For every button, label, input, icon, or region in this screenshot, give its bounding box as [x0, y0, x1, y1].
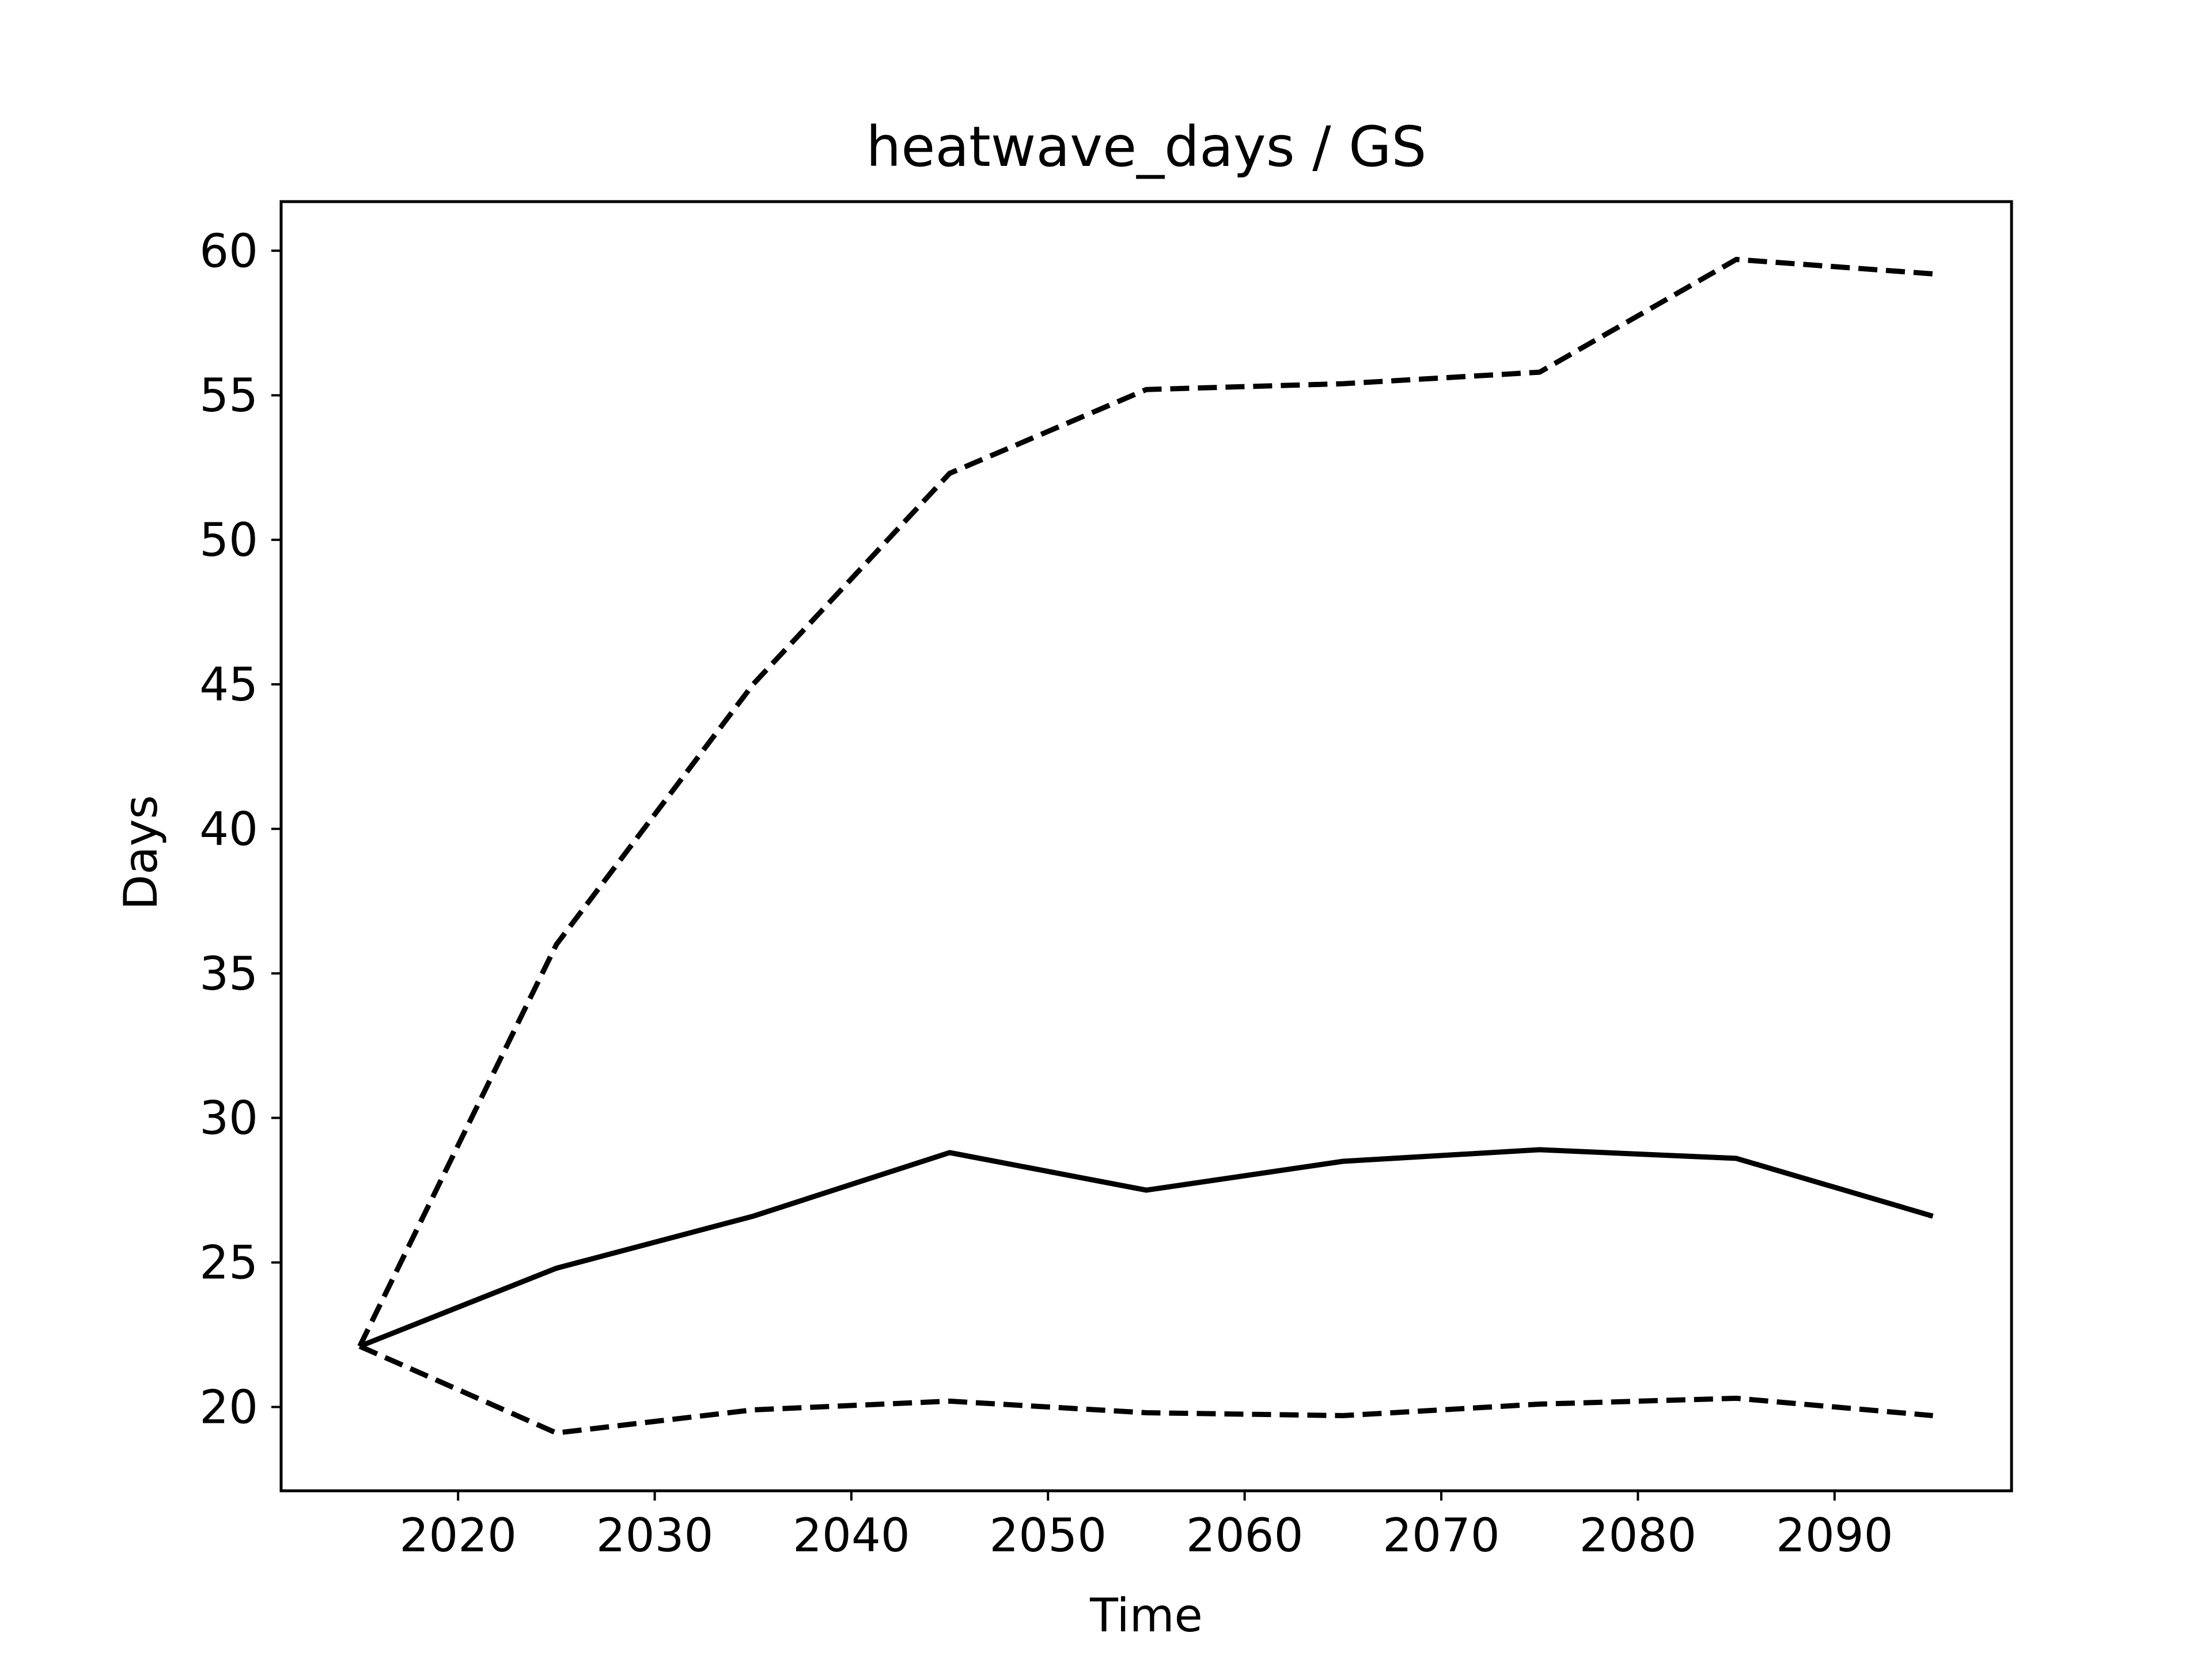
x-axis: 2020 2030 2040 2050 2060 2070 2080 2090: [399, 1491, 1893, 1562]
y-tick-label: 30: [199, 1092, 258, 1145]
chart-title: heatwave_days / GS: [866, 115, 1427, 179]
y-tick-label: 25: [199, 1236, 258, 1290]
series-line-2: [357, 256, 1933, 1348]
y-axis: 20 25 30 35 40 45 50 55 60: [199, 224, 281, 1434]
y-tick-label: 55: [199, 369, 258, 422]
y-tick-label: 35: [199, 947, 258, 1001]
series-line-3: [358, 1343, 1933, 1436]
x-tick-label: 2090: [1776, 1509, 1893, 1562]
series-line-1: [358, 1147, 1934, 1349]
y-tick-label: 60: [199, 224, 258, 278]
series-layer: [357, 256, 1934, 1436]
x-tick-label: 2060: [1186, 1509, 1304, 1562]
x-tick-label: 2030: [596, 1509, 714, 1562]
plot-frame: [279, 200, 2013, 1493]
x-tick-label: 2020: [399, 1509, 517, 1562]
y-tick-label: 50: [199, 513, 258, 567]
x-tick-label: 2080: [1580, 1509, 1697, 1562]
y-axis-title: Days: [114, 795, 168, 910]
x-tick-label: 2050: [990, 1509, 1107, 1562]
x-tick-label: 2040: [793, 1509, 910, 1562]
x-axis-title: Time: [1089, 1589, 1203, 1642]
x-tick-label: 2070: [1382, 1509, 1500, 1562]
y-tick-label: 20: [199, 1380, 258, 1434]
y-tick-label: 45: [199, 658, 258, 711]
y-tick-label: 40: [199, 802, 258, 856]
